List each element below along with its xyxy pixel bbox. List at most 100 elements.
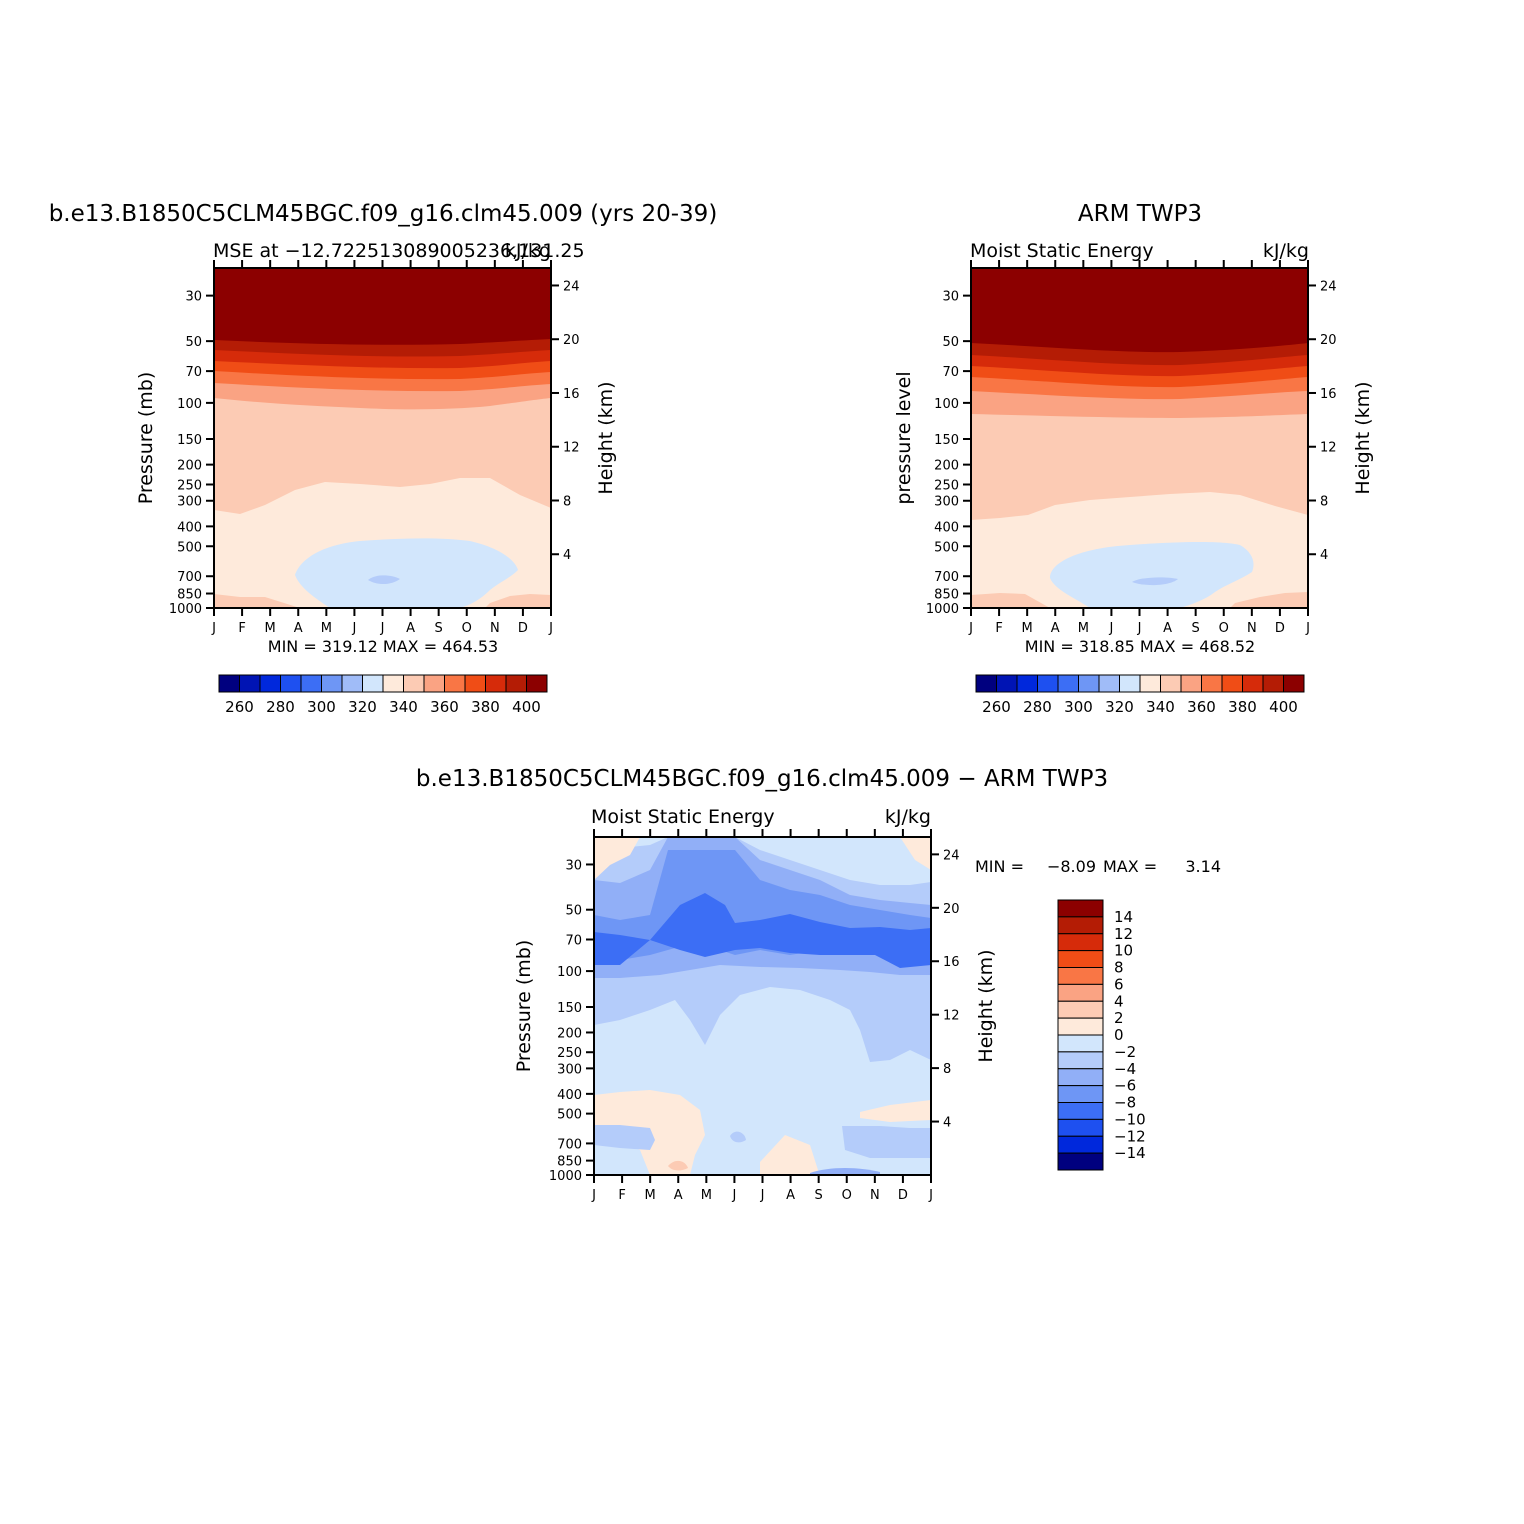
y-tick-label: 50: [565, 904, 582, 919]
colorbar-swatch: [1057, 674, 1079, 693]
right-tick-label: 12: [943, 1009, 960, 1024]
y-tick-label: 200: [934, 459, 959, 474]
y-tick-label: 30: [942, 290, 959, 305]
x-tick-label: D: [518, 621, 528, 636]
y-tick-label: 500: [557, 1108, 582, 1123]
right-tick-label: 8: [943, 1062, 951, 1077]
colorbar-swatch: [1057, 1152, 1104, 1171]
colorbar-label: 280: [1023, 698, 1052, 716]
colorbar-label: 14: [1114, 908, 1133, 926]
colorbar-swatch: [1180, 674, 1202, 693]
y-tick-label: 400: [177, 520, 202, 535]
contour-band-0-to-plus2-surface: [760, 1135, 820, 1175]
colorbar-swatch: [464, 674, 486, 693]
colorbar-label: 340: [1146, 698, 1175, 716]
y-tick-label: 70: [565, 934, 582, 949]
colorbar-swatch: [341, 674, 363, 693]
x-tick-label: M: [321, 621, 332, 636]
y-tick-label: 250: [557, 1046, 582, 1061]
colorbar-swatch: [1057, 1135, 1104, 1154]
y-tick-label: 50: [942, 335, 959, 350]
colorbar-swatch: [1201, 674, 1223, 693]
panel-model-right-ticks: 24 20 16 12 8 4: [551, 279, 580, 563]
colorbar-swatch: [1057, 1085, 1104, 1103]
panel-model-title: b.e13.B1850C5CLM45BGC.f09_g16.clm45.009 …: [49, 201, 718, 227]
y-tick-label: 500: [934, 540, 959, 555]
y-tick-label: 1000: [549, 1169, 582, 1184]
colorbar-swatch: [1057, 950, 1104, 968]
colorbar-label: 400: [1269, 698, 1298, 716]
x-tick-label: M: [1078, 621, 1089, 636]
y-tick-label: 30: [565, 858, 582, 873]
y-tick-label: 300: [557, 1062, 582, 1077]
x-tick-label: J: [968, 621, 973, 636]
colorbar-swatch: [1057, 967, 1104, 985]
y-tick-label: 250: [177, 479, 202, 494]
x-tick-label: A: [674, 1188, 683, 1203]
y-tick-label: 850: [177, 588, 202, 603]
colorbar-swatch: [1160, 674, 1182, 693]
colorbar-label: 0: [1114, 1026, 1124, 1044]
x-tick-label: M: [701, 1188, 712, 1203]
panel-obs-title: ARM TWP3: [1078, 201, 1202, 227]
colorbar-swatch: [403, 674, 425, 693]
panel-obs-ylabel: pressure level: [893, 371, 915, 504]
colorbar-swatch: [1057, 983, 1104, 1002]
panel-obs-minmax: MIN = 318.85 MAX = 468.52: [1025, 637, 1255, 656]
x-tick-label: A: [786, 1188, 795, 1203]
panel-model-colorbar: 260 280 300 320 340 360 380 400: [218, 674, 548, 716]
y-tick-label: 700: [934, 570, 959, 585]
x-tick-label: J: [380, 621, 385, 636]
colorbar-swatch: [505, 674, 527, 693]
x-tick-label: J: [1137, 621, 1142, 636]
colorbar-swatch: [1057, 1000, 1104, 1019]
x-tick-label: J: [1108, 621, 1113, 636]
x-tick-label: N: [490, 621, 500, 636]
x-tick-label: S: [435, 621, 443, 636]
colorbar-label: −12: [1114, 1127, 1146, 1145]
contour-band-minus8-to-minus10: [594, 893, 931, 968]
colorbar-swatch: [1242, 674, 1264, 693]
colorbar-label: 360: [430, 698, 459, 716]
x-tick-label: M: [645, 1188, 656, 1203]
panel-obs-subtitle-left: Moist Static Energy: [970, 240, 1154, 262]
right-tick-label: 4: [563, 548, 571, 563]
right-tick-label: 12: [1320, 441, 1337, 456]
panel-diff-title: b.e13.B1850C5CLM45BGC.f09_g16.clm45.009 …: [416, 766, 1108, 792]
y-tick-label: 70: [185, 365, 202, 380]
x-tick-label: F: [618, 1188, 625, 1203]
colorbar-swatch: [1262, 674, 1284, 693]
colorbar-label: −2: [1114, 1043, 1136, 1061]
y-tick-label: 850: [557, 1155, 582, 1170]
x-tick-label: O: [842, 1188, 852, 1203]
x-tick-label: J: [351, 621, 356, 636]
x-tick-label: J: [731, 1188, 736, 1203]
colorbar-swatch: [1057, 899, 1104, 918]
contour-band-300-310: [1132, 577, 1178, 586]
colorbar-swatch: [1057, 1118, 1104, 1137]
colorbar-swatch: [382, 674, 404, 693]
right-tick-label: 24: [943, 848, 960, 863]
colorbar-label: 260: [225, 698, 254, 716]
y-tick-label: 1000: [169, 602, 202, 617]
colorbar-swatch: [485, 674, 507, 693]
x-tick-label: A: [1163, 621, 1172, 636]
colorbar-swatch: [423, 674, 445, 693]
contour-band-plus2-to-plus4-surface: [668, 1160, 688, 1171]
colorbar-label: −6: [1114, 1077, 1136, 1095]
colorbar-label: −14: [1114, 1144, 1146, 1162]
colorbar-label: 300: [1064, 698, 1093, 716]
x-tick-label: O: [462, 621, 472, 636]
contour-band-surface-330-340: [971, 593, 1050, 608]
y-tick-label: 200: [557, 1026, 582, 1041]
colorbar-swatch: [1057, 933, 1104, 952]
colorbar-swatch: [1057, 1051, 1104, 1070]
x-tick-label: N: [870, 1188, 880, 1203]
x-tick-label: N: [1247, 621, 1257, 636]
panel-model-ylabel: Pressure (mb): [135, 372, 157, 505]
x-tick-label: O: [1219, 621, 1229, 636]
y-tick-label: 250: [934, 479, 959, 494]
colorbar-swatch: [1016, 674, 1038, 693]
panel-model-contours: [214, 268, 551, 608]
